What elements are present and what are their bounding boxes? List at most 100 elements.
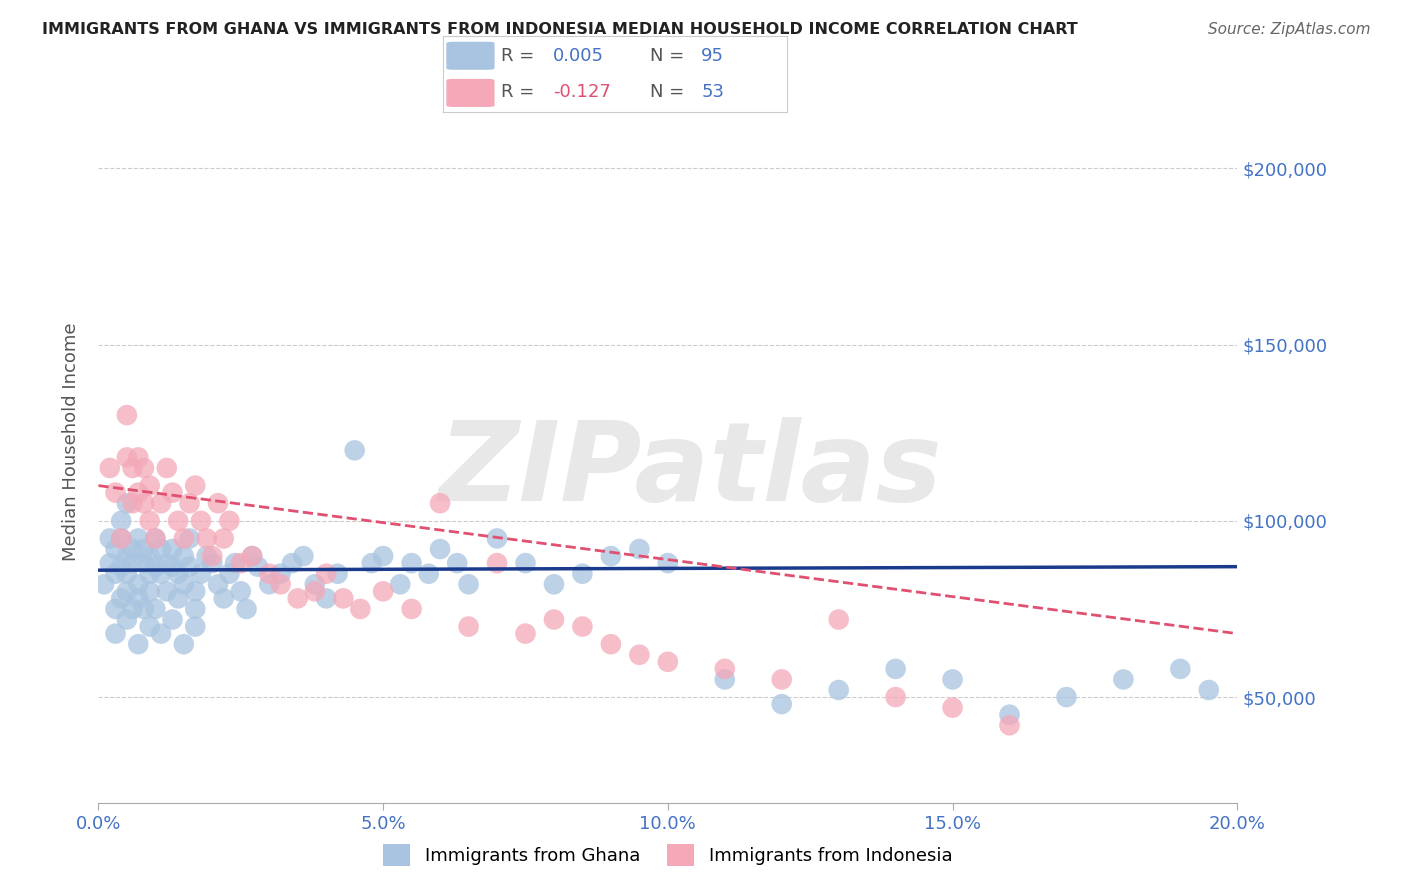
Point	[132, 461, 155, 475]
Point	[190, 566, 212, 581]
Point	[543, 577, 565, 591]
Point	[104, 626, 127, 640]
Point	[657, 655, 679, 669]
Point	[167, 566, 190, 581]
Point	[942, 673, 965, 687]
Point	[304, 584, 326, 599]
Point	[389, 577, 412, 591]
Point	[121, 542, 143, 557]
Point	[184, 478, 207, 492]
Point	[628, 542, 651, 557]
Point	[162, 559, 184, 574]
Point	[167, 514, 190, 528]
Point	[315, 591, 337, 606]
Point	[150, 626, 173, 640]
Point	[167, 591, 190, 606]
Point	[884, 662, 907, 676]
Point	[349, 602, 371, 616]
Point	[1170, 662, 1192, 676]
Point	[115, 450, 138, 465]
Text: IMMIGRANTS FROM GHANA VS IMMIGRANTS FROM INDONESIA MEDIAN HOUSEHOLD INCOME CORRE: IMMIGRANTS FROM GHANA VS IMMIGRANTS FROM…	[42, 22, 1078, 37]
Point	[150, 542, 173, 557]
Point	[292, 549, 315, 563]
Point	[828, 613, 851, 627]
Point	[115, 566, 138, 581]
Point	[1112, 673, 1135, 687]
Point	[218, 514, 240, 528]
Point	[145, 532, 167, 546]
Point	[127, 577, 149, 591]
Point	[145, 532, 167, 546]
Point	[138, 619, 160, 633]
Point	[515, 626, 537, 640]
Point	[429, 542, 451, 557]
Point	[304, 577, 326, 591]
Point	[270, 577, 292, 591]
Point	[127, 450, 149, 465]
Text: -0.127: -0.127	[553, 83, 612, 101]
Point	[600, 549, 623, 563]
Point	[1056, 690, 1078, 704]
Point	[212, 532, 235, 546]
Point	[156, 556, 179, 570]
Point	[429, 496, 451, 510]
Text: N =: N =	[650, 83, 689, 101]
Point	[373, 549, 395, 563]
Text: 0.005: 0.005	[553, 47, 605, 65]
Point	[127, 532, 149, 546]
Point	[115, 613, 138, 627]
Point	[770, 673, 793, 687]
Text: R =: R =	[502, 83, 540, 101]
Point	[184, 584, 207, 599]
Point	[132, 556, 155, 570]
Text: R =: R =	[502, 47, 540, 65]
Point	[343, 443, 366, 458]
Point	[259, 566, 281, 581]
Point	[240, 549, 263, 563]
Point	[98, 556, 121, 570]
Point	[110, 532, 132, 546]
Point	[179, 532, 201, 546]
Point	[884, 690, 907, 704]
Point	[770, 697, 793, 711]
Point	[104, 602, 127, 616]
Point	[270, 566, 292, 581]
Point	[600, 637, 623, 651]
Point	[110, 559, 132, 574]
Point	[104, 566, 127, 581]
Point	[121, 556, 143, 570]
Point	[998, 707, 1021, 722]
Text: 53: 53	[702, 83, 724, 101]
Point	[195, 549, 218, 563]
Point	[173, 549, 195, 563]
Point	[173, 532, 195, 546]
Point	[162, 613, 184, 627]
Point	[127, 485, 149, 500]
Point	[515, 556, 537, 570]
Point	[104, 542, 127, 557]
Point	[145, 559, 167, 574]
Point	[418, 566, 440, 581]
Point	[195, 532, 218, 546]
Point	[173, 577, 195, 591]
Point	[543, 613, 565, 627]
Point	[486, 556, 509, 570]
Point	[714, 673, 737, 687]
Point	[998, 718, 1021, 732]
Point	[173, 637, 195, 651]
Text: ZIPatlas: ZIPatlas	[439, 417, 942, 524]
Point	[486, 532, 509, 546]
Point	[224, 556, 246, 570]
Point	[571, 619, 593, 633]
Point	[229, 584, 252, 599]
Point	[401, 556, 423, 570]
Point	[315, 566, 337, 581]
Y-axis label: Median Household Income: Median Household Income	[62, 322, 80, 561]
Point	[150, 496, 173, 510]
Point	[98, 532, 121, 546]
Text: 95: 95	[702, 47, 724, 65]
Point	[138, 584, 160, 599]
Point	[156, 461, 179, 475]
Point	[98, 461, 121, 475]
Point	[179, 559, 201, 574]
